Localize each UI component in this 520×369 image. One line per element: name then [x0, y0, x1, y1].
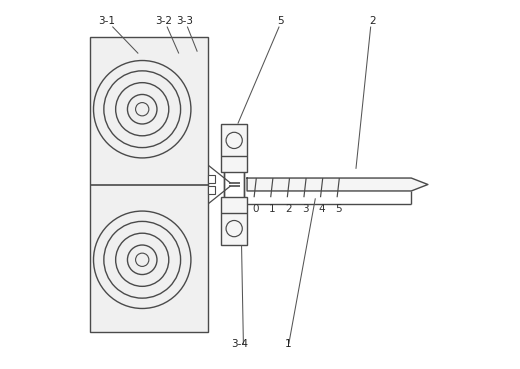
Text: 1: 1	[268, 204, 275, 214]
Text: 1: 1	[284, 339, 291, 349]
Text: 0: 0	[252, 204, 258, 214]
Text: 3-4: 3-4	[231, 339, 248, 349]
Text: 5: 5	[277, 16, 283, 26]
Text: 2: 2	[285, 204, 292, 214]
Bar	[221, 124, 247, 172]
Text: 3: 3	[302, 204, 308, 214]
Text: 3-1: 3-1	[98, 16, 115, 26]
Text: 5: 5	[335, 204, 342, 214]
Bar	[90, 37, 209, 332]
Text: 3-3: 3-3	[176, 16, 193, 26]
Text: 4: 4	[318, 204, 325, 214]
Bar	[209, 175, 215, 183]
Text: 3-2: 3-2	[155, 16, 173, 26]
Bar	[209, 186, 215, 194]
Bar	[221, 197, 247, 245]
Text: 2: 2	[369, 16, 376, 26]
Polygon shape	[247, 178, 428, 191]
